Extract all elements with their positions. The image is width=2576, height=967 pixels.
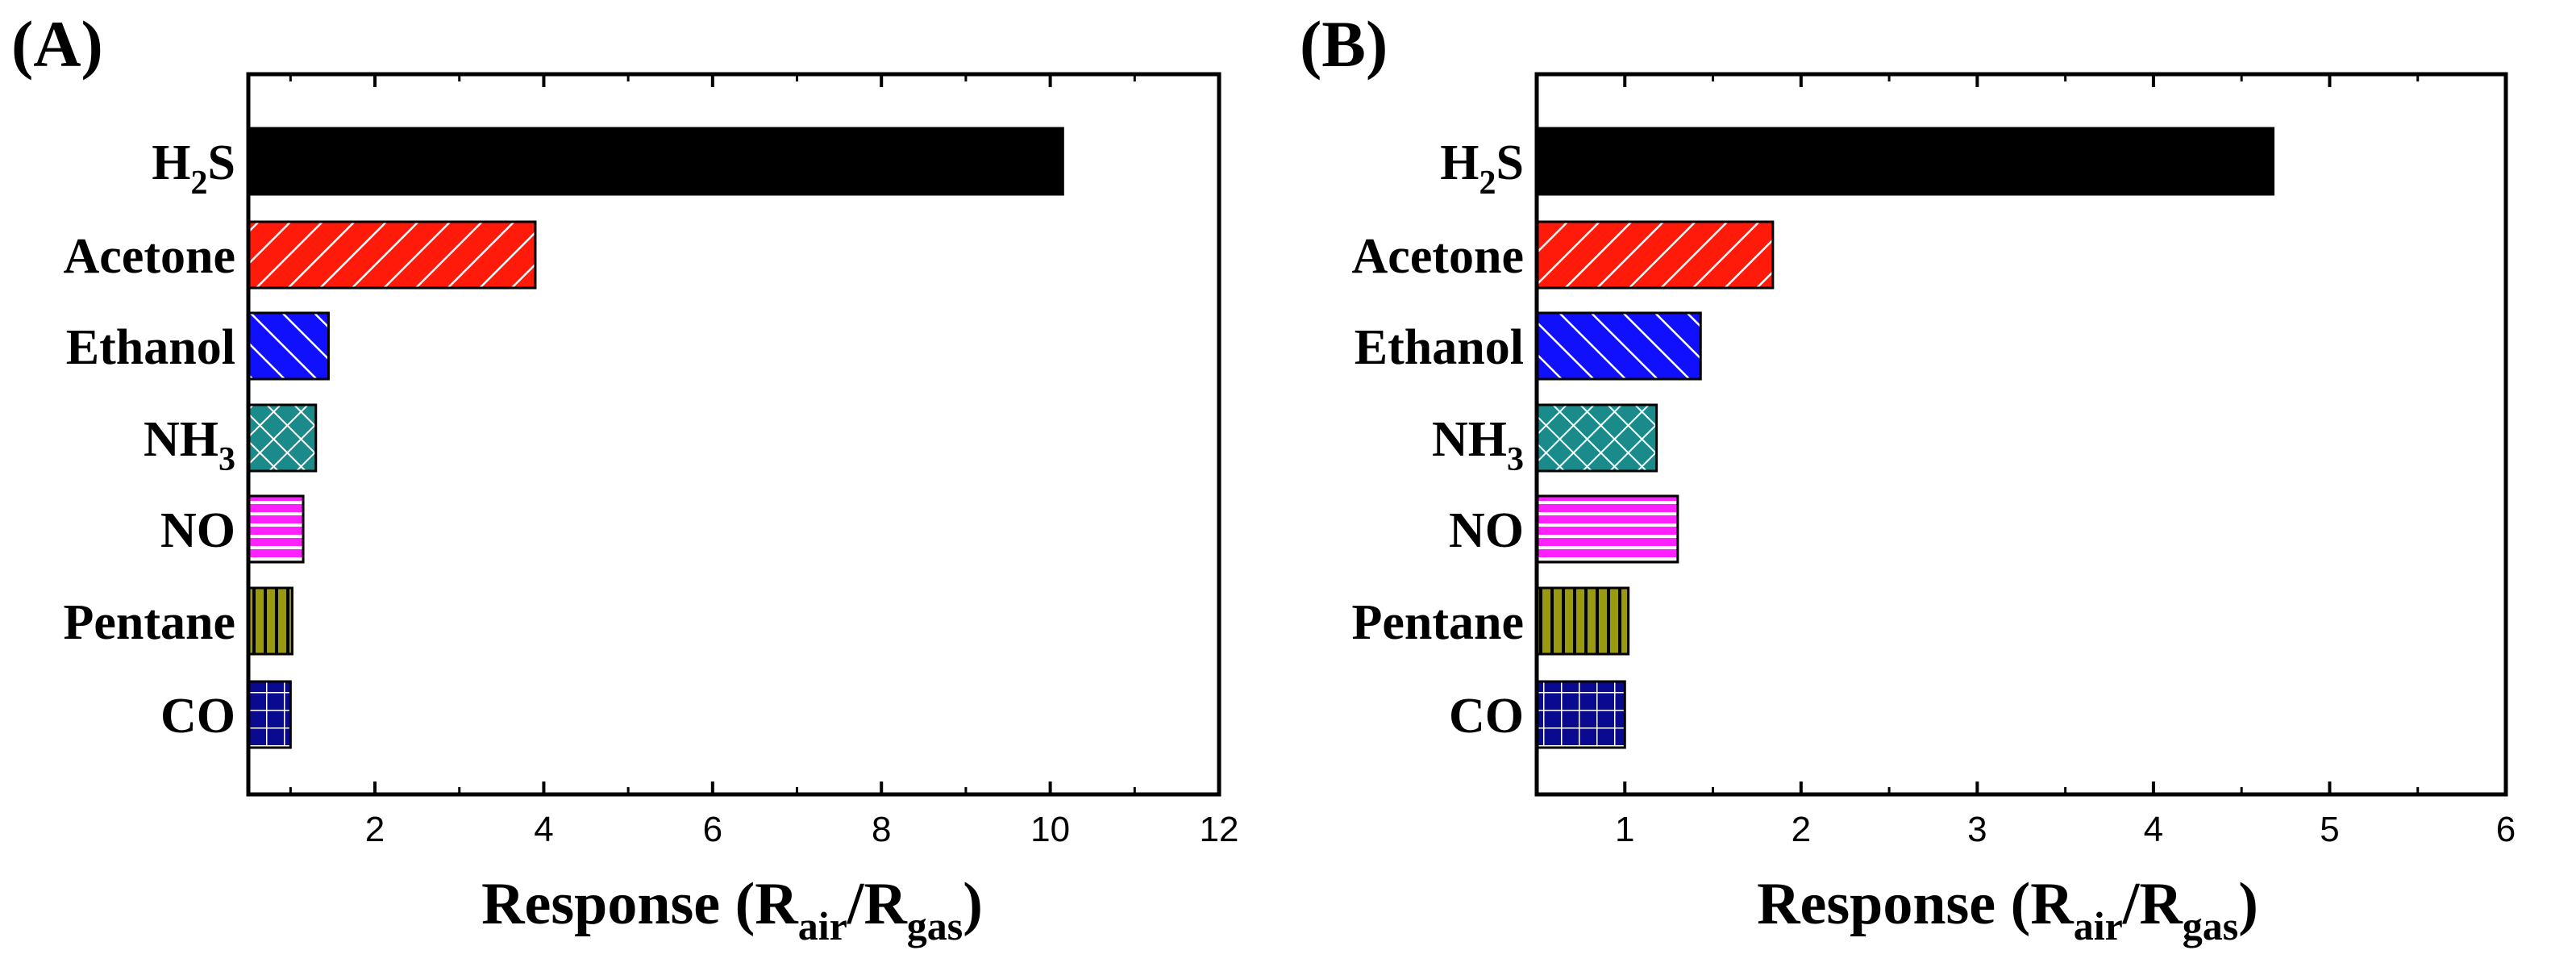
- chart-panel-b: (B) H2S Acetone Ethanol NH3 NO Pentane CO 1 2 3 4 5 6…: [1300, 7, 2516, 948]
- plot-frame: [1534, 72, 2508, 797]
- bar-ethanol: [1535, 311, 1702, 381]
- x-axis-label: Response (Rair/Rgas): [1757, 871, 2258, 948]
- bar-acetone: [247, 220, 537, 290]
- x-tick-label: 2: [365, 810, 385, 849]
- panel-label: (B): [1300, 7, 1388, 81]
- bar-co: [247, 680, 292, 749]
- category-label: H2S: [1440, 135, 1524, 202]
- x-axis-label: Response (Rair/Rgas): [481, 871, 983, 948]
- bar-pentane: [247, 586, 293, 656]
- category-label: CO: [1449, 689, 1524, 744]
- x-tick-label: 2: [1792, 810, 1811, 849]
- bar-acetone: [1535, 220, 1775, 290]
- bar-no: [247, 494, 305, 564]
- bar-ethanol: [247, 311, 330, 381]
- plot-frame: [246, 72, 1221, 797]
- x-tick-label: 6: [703, 810, 722, 849]
- category-label: NO: [160, 503, 235, 558]
- x-tick-label: 4: [2144, 810, 2163, 849]
- chart-panel-a: (A) H2S Acetone Ethanol NH3 NO Pentane CO 2 4 6 8 10…: [11, 7, 1238, 948]
- category-label: Acetone: [64, 229, 235, 284]
- category-label: NH3: [144, 412, 235, 478]
- category-label: NH3: [1432, 412, 1524, 478]
- category-label: Pentane: [1351, 595, 1524, 650]
- bar-co: [1535, 680, 1626, 749]
- x-tick-label: 3: [1967, 810, 1987, 849]
- x-tick-label: 4: [534, 810, 553, 849]
- category-label: Pentane: [63, 595, 235, 650]
- category-label: Ethanol: [1355, 320, 1524, 375]
- bar-h2s: [247, 127, 1064, 196]
- bar-nh3: [247, 403, 318, 473]
- category-label: NO: [1449, 503, 1524, 558]
- x-tick-label: 8: [872, 810, 891, 849]
- x-tick-label: 12: [1200, 810, 1239, 849]
- bar-nh3: [1535, 403, 1658, 473]
- bar-h2s: [1535, 127, 2275, 196]
- x-tick-label: 6: [2496, 810, 2516, 849]
- bar-pentane: [1535, 586, 1630, 656]
- category-label: Acetone: [1352, 229, 1524, 284]
- bar-no: [1535, 494, 1679, 564]
- category-label: Ethanol: [66, 320, 235, 375]
- category-label: CO: [160, 689, 235, 744]
- panel-label: (A): [11, 7, 103, 81]
- x-tick-label: 5: [2320, 810, 2339, 849]
- x-tick-label: 10: [1030, 810, 1070, 849]
- category-label: H2S: [152, 135, 235, 202]
- x-tick-label: 1: [1615, 810, 1634, 849]
